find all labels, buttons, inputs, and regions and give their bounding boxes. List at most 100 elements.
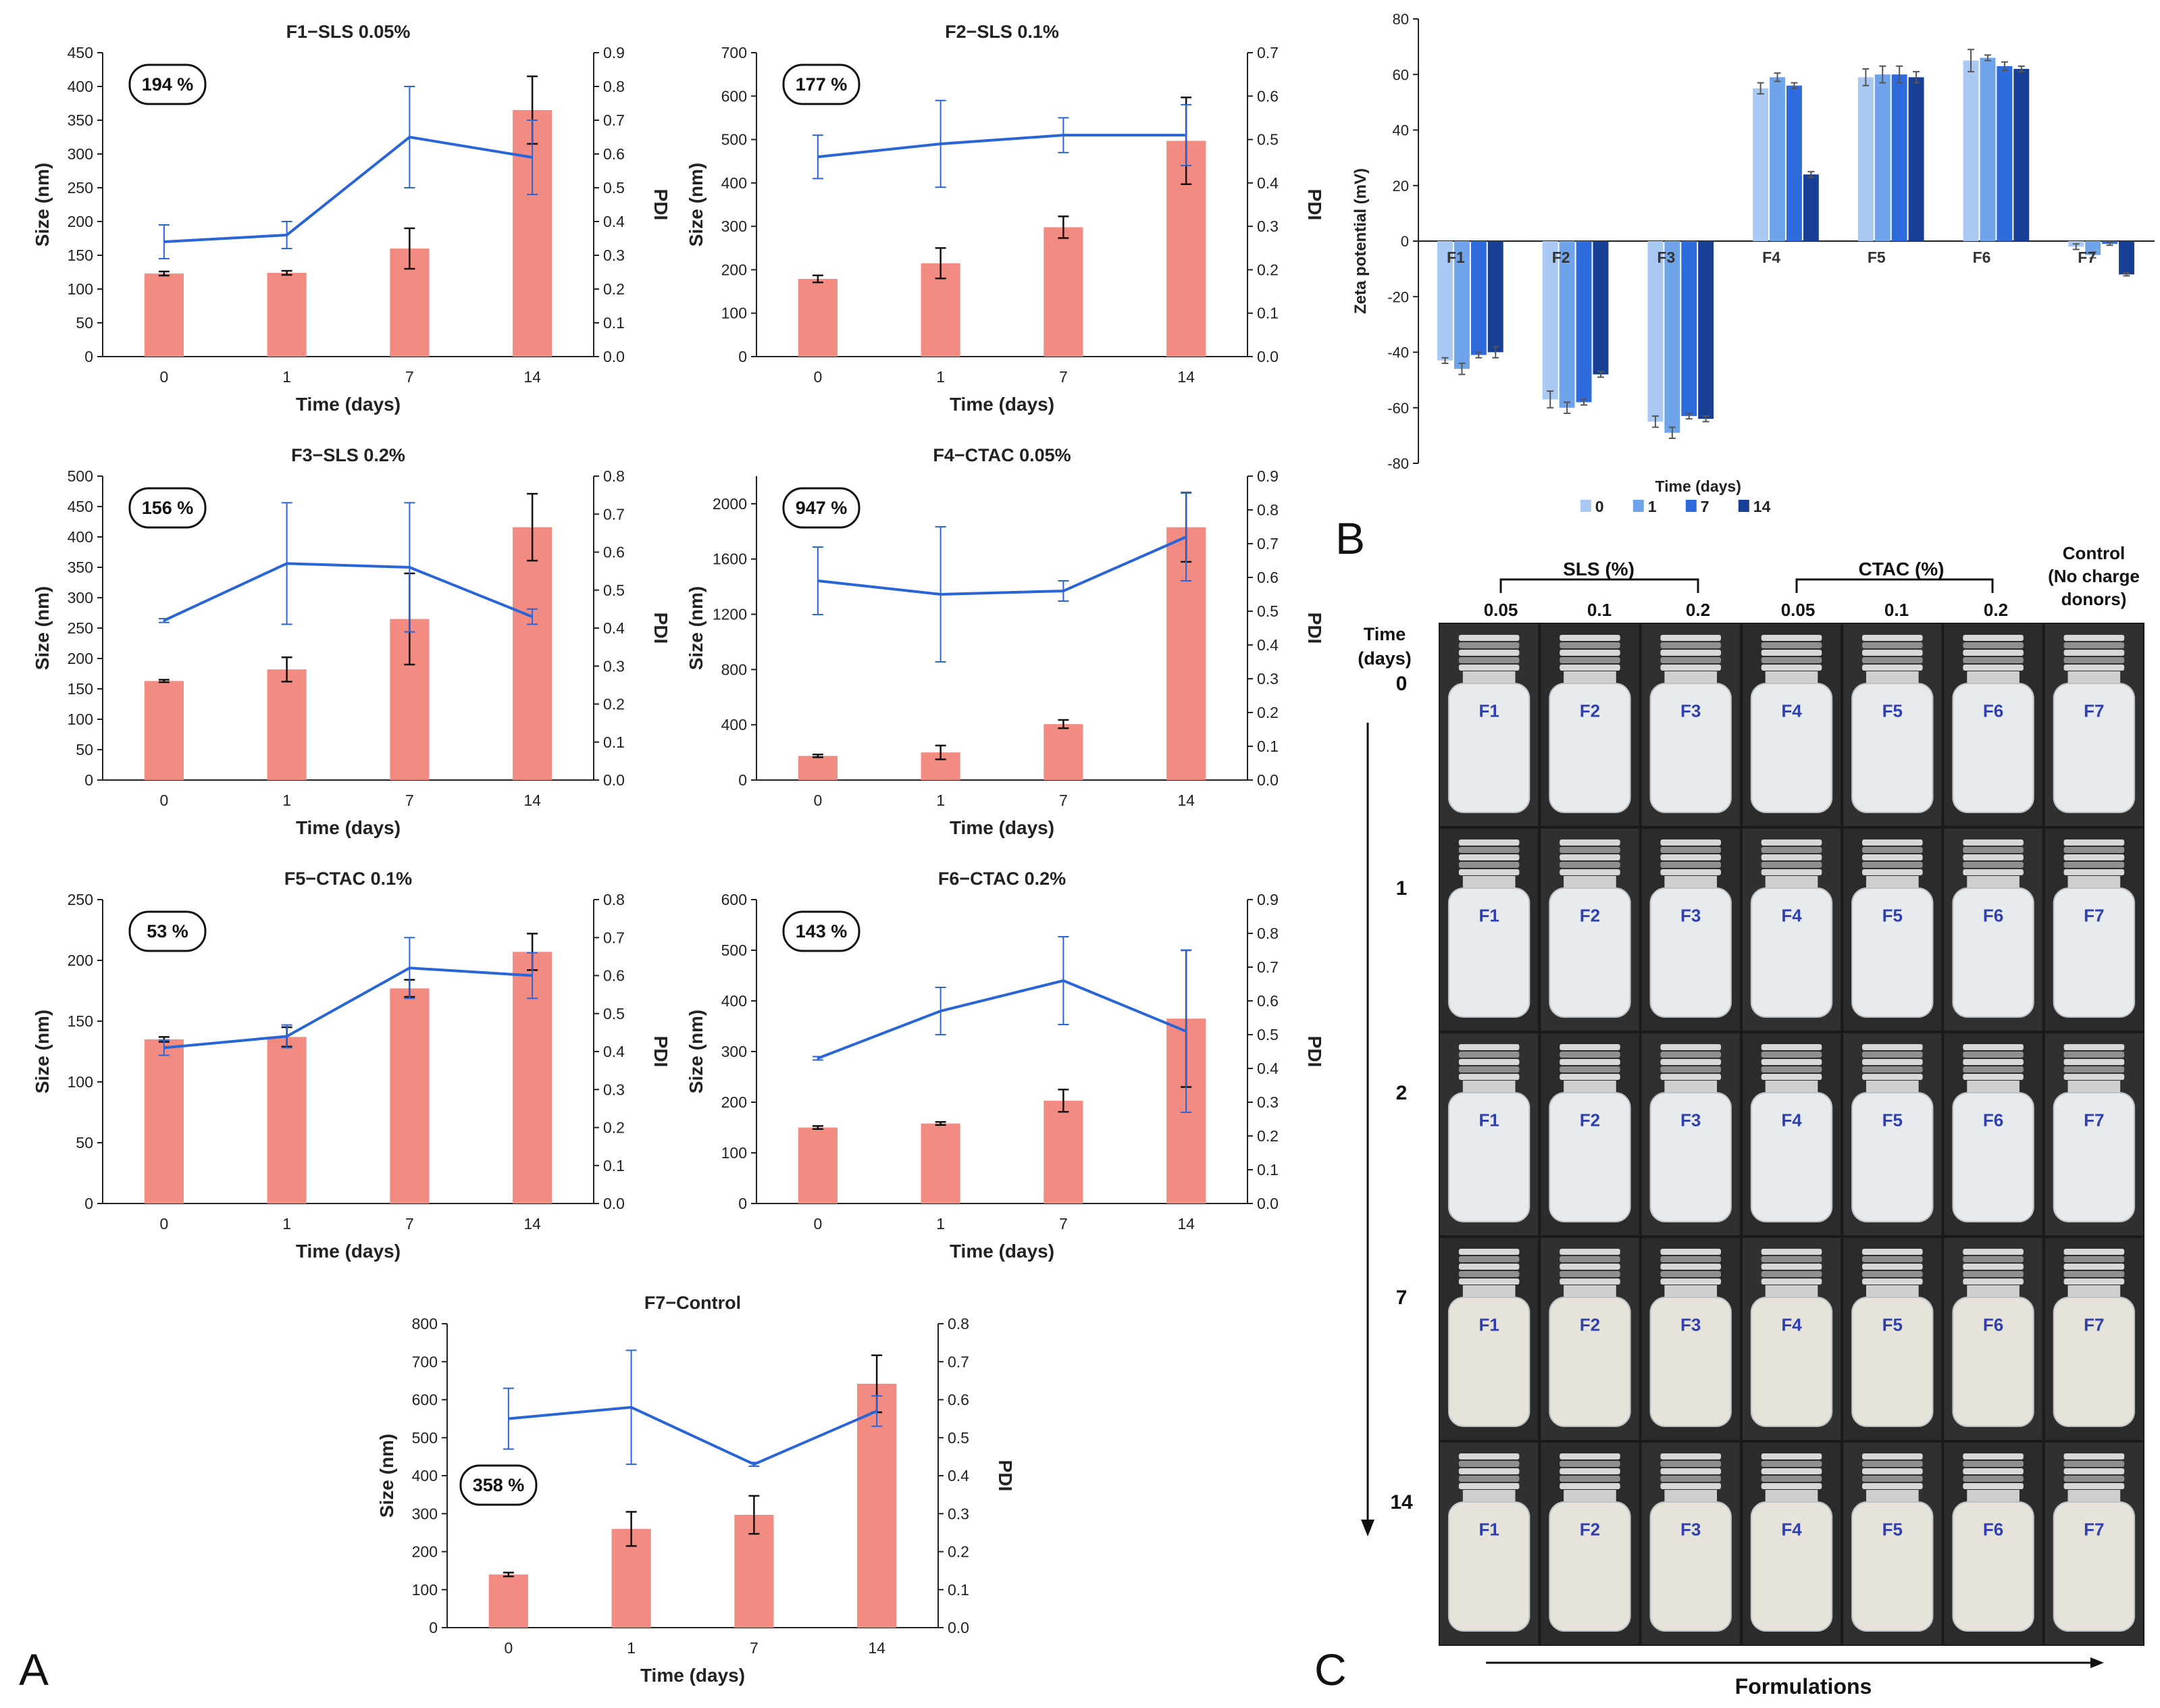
y-tick-label: 400 <box>721 716 747 733</box>
vial-cap-ridge <box>1761 1264 1822 1270</box>
panel-label-b: B <box>1335 513 1365 563</box>
vial-neck <box>1765 1285 1818 1300</box>
vial-photo-f2-day-0: F2 <box>1541 624 1639 826</box>
vial-label: F1 <box>1478 700 1499 721</box>
y2-tick-label: 0.3 <box>603 657 625 675</box>
vial-cap-ridge <box>1560 1052 1620 1058</box>
vial-cap-ridge <box>1458 1249 1520 1255</box>
y2-axis-title: PDI <box>1304 613 1325 644</box>
vial-neck <box>1564 1490 1616 1505</box>
y-tick-label: 200 <box>412 1543 438 1561</box>
x-tick-label: 1 <box>936 1215 945 1233</box>
vial-cap-ridge <box>1560 1264 1620 1270</box>
pdi-line <box>817 134 1187 159</box>
y2-tick-label: 0.7 <box>603 929 625 946</box>
vial-photo-f7-day-0: F7 <box>2045 624 2143 826</box>
vial-body <box>1952 1297 2034 1427</box>
vial-label: F5 <box>1882 700 1903 721</box>
y-tick-label: 400 <box>721 992 747 1010</box>
zeta-bar-f5-day-0 <box>1857 77 1874 241</box>
y-axis-title: Size (nm) <box>376 1434 397 1518</box>
y-tick-label: 2000 <box>713 495 747 513</box>
y-tick-label: 300 <box>68 145 93 163</box>
y-axis-title: Size (nm) <box>686 586 706 670</box>
chart-f4: F4−CTAC 0.05% 0 400 800 1200 1600 2000 0.0 0.1 0.… <box>686 445 1325 838</box>
y2-tick-label: 0.4 <box>603 213 625 230</box>
size-bar-day-1 <box>921 1123 960 1204</box>
y2-tick-label: 0.8 <box>603 78 625 95</box>
vial-cap-ridge <box>1458 665 1520 671</box>
vial-photo-f6-day-14: F6 <box>1944 1443 2042 1645</box>
y2-tick-label: 0.9 <box>1257 891 1279 908</box>
vial-cap-ridge <box>1660 650 1721 656</box>
y-axis-title: Zeta potential (mV) <box>1352 168 1370 314</box>
vial-cap-ridge <box>1560 1074 1620 1080</box>
zeta-bar-f6-day-1 <box>1980 57 1996 241</box>
vial-photo-f7-day-14: F7 <box>2045 1443 2143 1645</box>
vial-cap-ridge <box>2063 657 2125 663</box>
size-bar-day-0 <box>144 274 184 357</box>
y-axis-title: Size (nm) <box>686 163 706 247</box>
zeta-bar-f6-day-14 <box>2013 69 2030 242</box>
vial-cap-ridge <box>1963 1264 2024 1270</box>
vial-body <box>1952 1092 2034 1222</box>
vial-cap-ridge <box>2063 862 2125 868</box>
y-tick-label: 450 <box>68 44 93 61</box>
formulations-label: Formulations <box>1735 1674 1872 1699</box>
size-change-badge <box>782 63 860 105</box>
zeta-bar-f6-day-7 <box>1997 66 2013 241</box>
vial-cap-ridge <box>1862 847 1923 853</box>
vial-neck <box>1967 671 2020 686</box>
vial-cap-ridge <box>1963 1271 2024 1277</box>
y-tick-label: 700 <box>721 44 747 61</box>
legend-swatch-day-1 <box>1632 500 1644 512</box>
vial-body <box>1851 887 1934 1018</box>
zeta-bar-f2-day-7 <box>1576 241 1592 403</box>
y2-tick-label: 0.7 <box>1257 44 1279 61</box>
x-tick-label: 7 <box>405 368 414 386</box>
vial-photo-f4-day-14: F4 <box>1742 1443 1841 1645</box>
y-tick-label: 20 <box>1393 178 1409 195</box>
vial-label: F4 <box>1781 1110 1802 1130</box>
y2-tick-label: 0.7 <box>1257 535 1279 552</box>
y-axis-title: Size (nm) <box>32 1010 53 1093</box>
time-arrow-head <box>1361 1520 1374 1536</box>
vial-cap-ridge <box>2063 1249 2125 1255</box>
vial-cap-ridge <box>1560 862 1620 868</box>
y-tick-label: 200 <box>68 213 93 230</box>
control-header-line: Control <box>2063 543 2125 563</box>
vial-cap-ridge <box>2063 1271 2125 1277</box>
zeta-bar-f2-day-1 <box>1559 241 1575 408</box>
chart-f3: F3−SLS 0.2% 0 50 100 150 200 250 300 350 400 450 50… <box>32 445 671 838</box>
vial-cap-ridge <box>1862 869 1923 875</box>
vial-cap-ridge <box>1761 1483 1822 1489</box>
x-tick-label: 7 <box>1059 368 1068 386</box>
vial-photo-f5-day-0: F5 <box>1843 624 1942 826</box>
vial-cap-ridge <box>1761 642 1822 648</box>
y-tick-label: 350 <box>68 111 93 129</box>
vial-cap-ridge <box>1660 1271 1721 1277</box>
vial-cap-ridge <box>2063 650 2125 656</box>
vial-photo-f7-day-7: F7 <box>2045 1238 2143 1440</box>
vial-label: F5 <box>1882 905 1903 925</box>
vial-cap-ridge <box>1761 1059 1822 1065</box>
vial-cap-ridge <box>2063 1044 2125 1050</box>
vial-body <box>1447 1297 1531 1427</box>
vial-cap-ridge <box>1963 1256 2024 1262</box>
vial-cap-ridge <box>1458 869 1520 875</box>
vial-cap-ridge <box>1761 869 1822 875</box>
time-row-label: 14 <box>1390 1491 1413 1513</box>
y2-tick-label: 0.4 <box>603 619 625 637</box>
vial-body <box>1750 1501 1833 1632</box>
panel-label-a: A <box>19 1645 49 1694</box>
zeta-bar-f1-day-0 <box>1437 241 1453 361</box>
vial-body <box>2053 887 2136 1018</box>
vial-body <box>1649 1501 1732 1632</box>
vial-body <box>1851 1501 1934 1632</box>
y-tick-label: 300 <box>68 589 93 606</box>
vial-cap-ridge <box>1963 1278 2024 1285</box>
size-change-badge <box>459 1464 538 1506</box>
vial-cap-ridge <box>1660 854 1721 860</box>
chart-title: F5−CTAC 0.1% <box>284 869 412 889</box>
x-tick-label: 7 <box>1059 1215 1068 1233</box>
